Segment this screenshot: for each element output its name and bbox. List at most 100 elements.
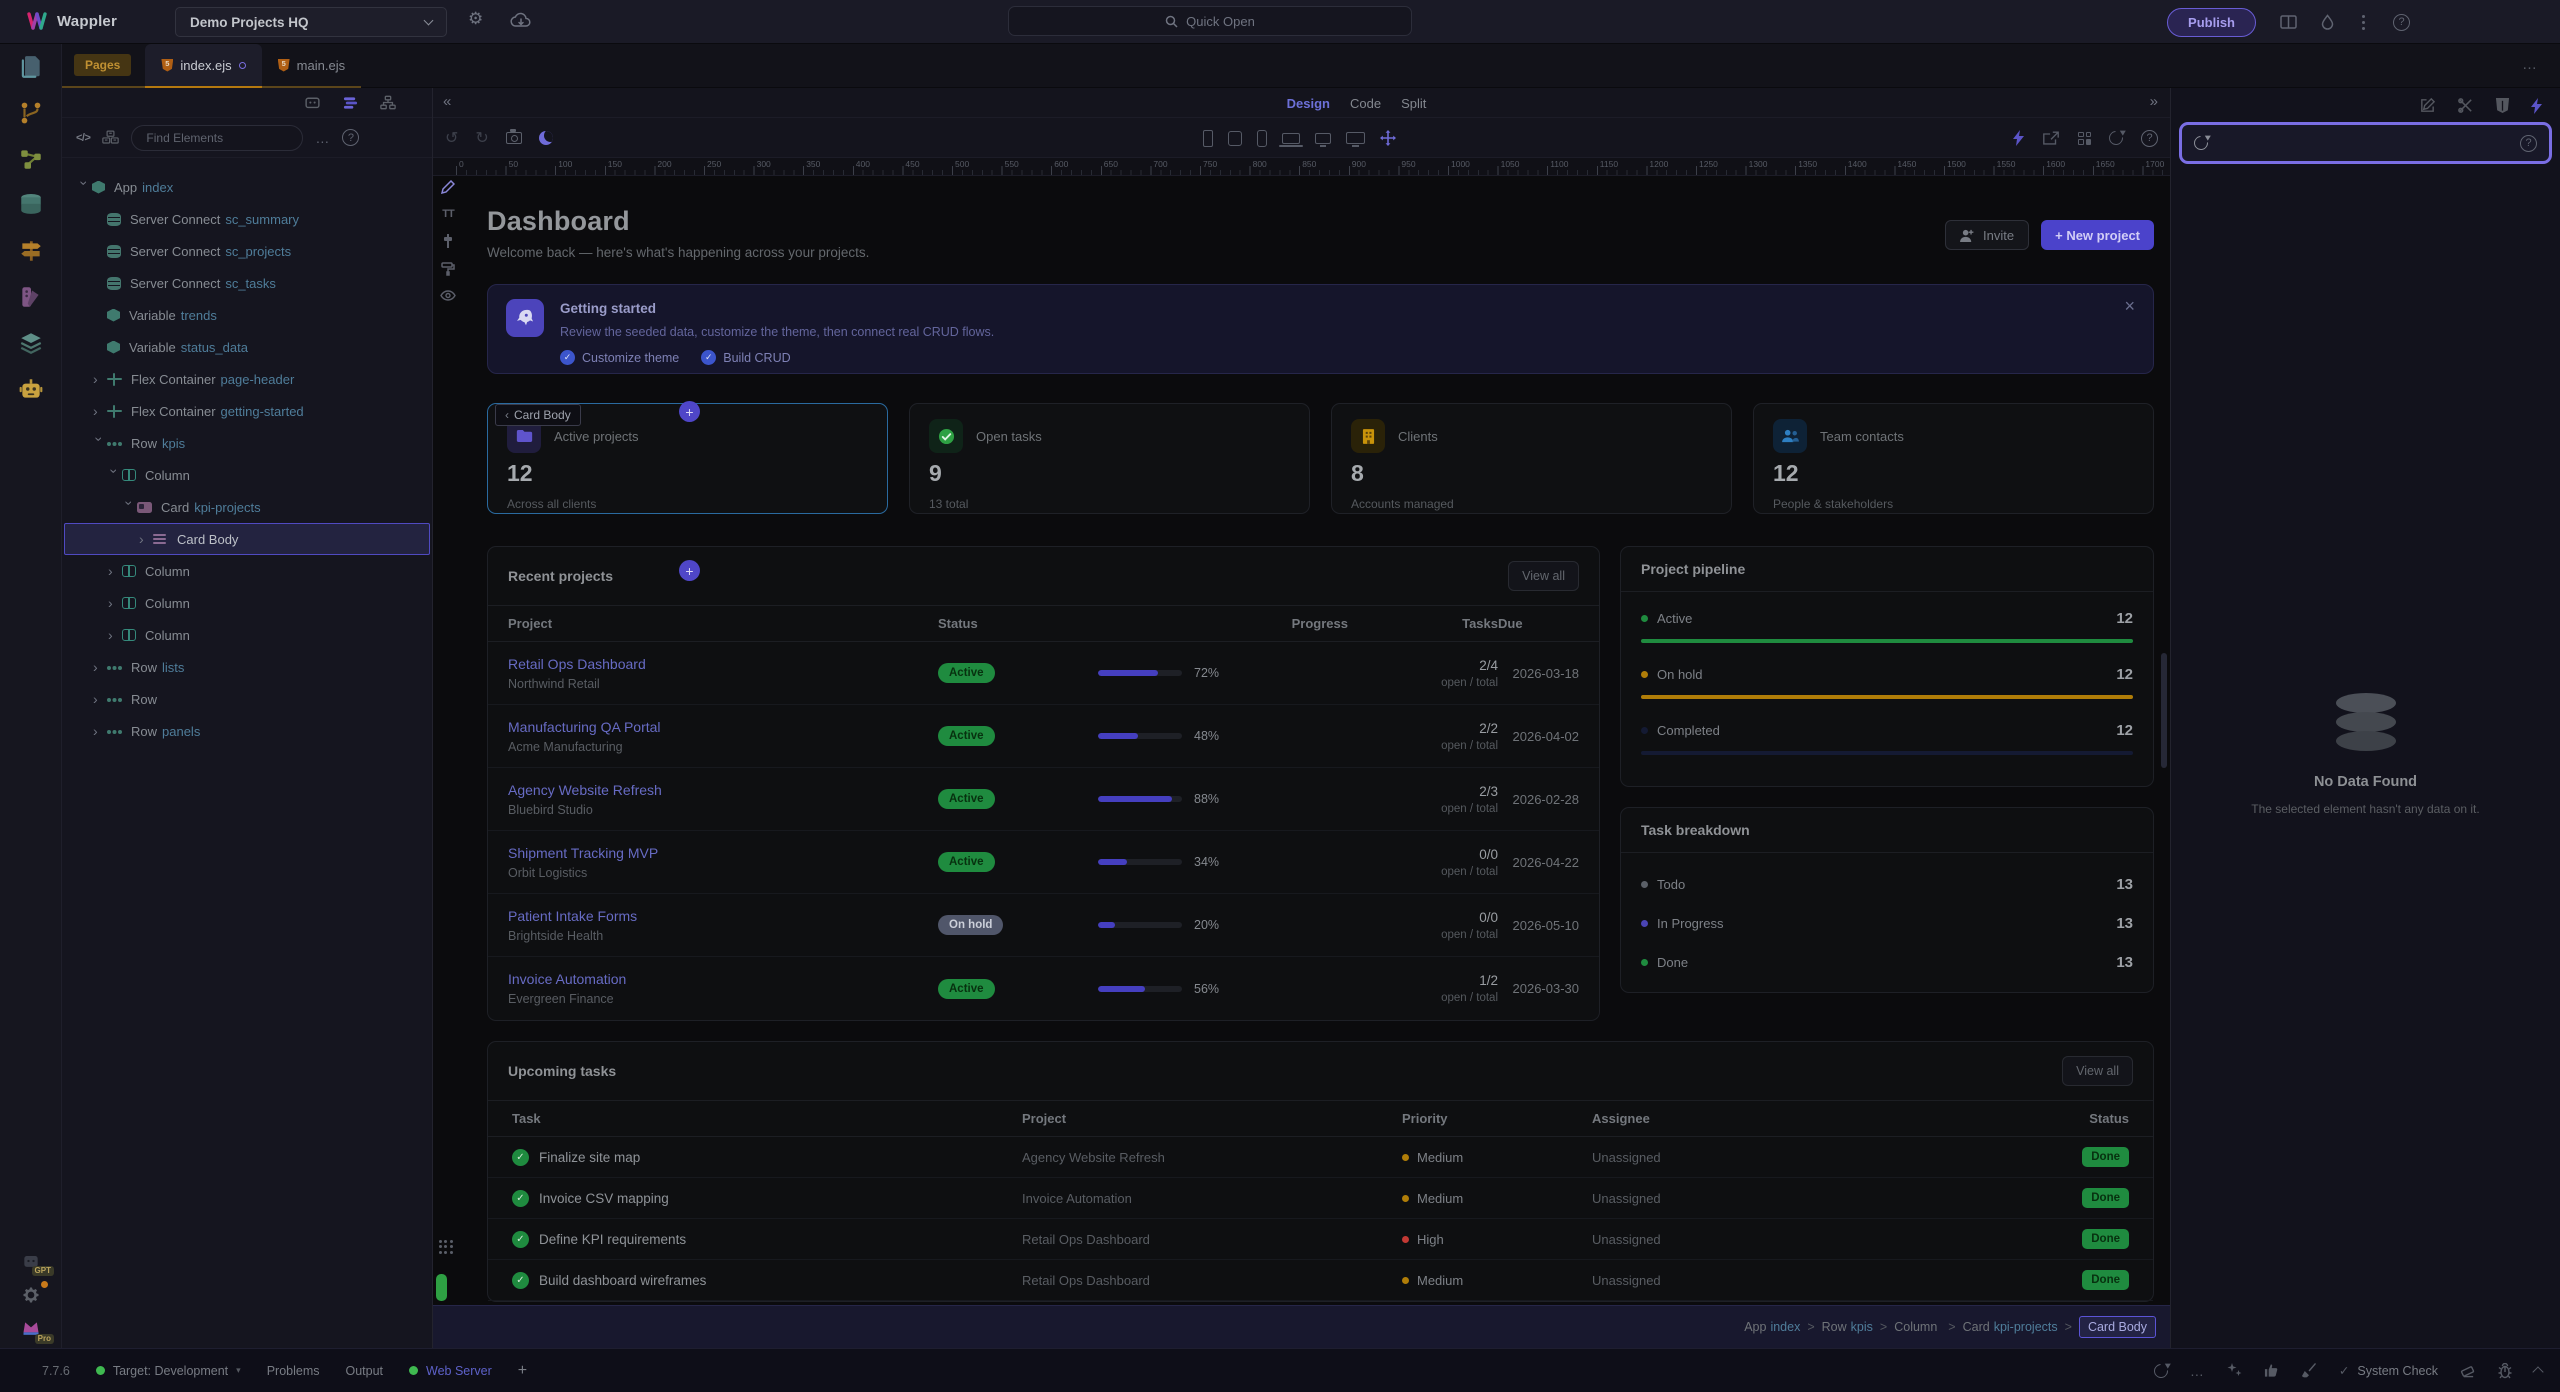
chevron-icon[interactable]: › — [93, 659, 107, 675]
tree-item[interactable]: › Row lists — [62, 651, 432, 683]
tree-item[interactable]: › Column — [62, 587, 432, 619]
refresh-canvas-icon[interactable] — [2106, 128, 2126, 148]
refresh-data-icon[interactable] — [2191, 133, 2211, 153]
device-desktop-icon[interactable] — [1315, 133, 1331, 144]
tree-item[interactable]: › Column — [62, 459, 432, 491]
breadcrumb-item[interactable]: Row kpis > — [1822, 1320, 1895, 1334]
cloud-sync-icon[interactable] — [510, 12, 532, 30]
sync-icon[interactable] — [2151, 1361, 2171, 1381]
tree-item[interactable]: › Server Connect sc_tasks — [62, 267, 432, 299]
settings-gear-icon[interactable]: ⚙ — [468, 9, 483, 29]
cleanup-broom-icon[interactable] — [2301, 1363, 2317, 1378]
edit-properties-icon[interactable] — [2419, 97, 2436, 114]
gpt-assistant-icon[interactable]: GPT — [16, 1248, 46, 1274]
split-view-icon[interactable] — [2280, 15, 2297, 29]
device-phablet-icon[interactable] — [1257, 130, 1267, 147]
tree-item[interactable]: › Server Connect sc_projects — [62, 235, 432, 267]
help-icon[interactable]: ? — [2393, 14, 2410, 31]
css-styles-icon[interactable] — [2495, 97, 2510, 114]
pages-panel-icon[interactable] — [0, 44, 62, 90]
add-panel-icon[interactable]: + — [518, 1362, 527, 1380]
device-widescreen-icon[interactable] — [1346, 132, 1365, 144]
spacing-slider-icon[interactable] — [447, 234, 449, 248]
project-link[interactable]: Shipment Tracking MVP — [508, 845, 658, 861]
invite-button[interactable]: Invite — [1945, 220, 2029, 250]
typography-icon[interactable]: TT — [442, 208, 453, 220]
ai-view-icon[interactable] — [304, 95, 321, 110]
tree-item[interactable]: › Flex Container getting-started — [62, 395, 432, 427]
sparkles-icon[interactable] — [2227, 1363, 2242, 1378]
canvas-scrollbar[interactable] — [2161, 653, 2167, 768]
design-help-icon[interactable]: ? — [2141, 130, 2158, 147]
dark-mode-moon-icon[interactable] — [539, 131, 553, 145]
screenshot-camera-icon[interactable] — [506, 132, 522, 144]
collapse-left-icon[interactable]: « — [443, 93, 451, 110]
problems-button[interactable]: Problems — [267, 1364, 320, 1378]
breadcrumb-item[interactable]: App index > — [1744, 1320, 1821, 1334]
edit-pencil-icon[interactable] — [441, 180, 455, 194]
tab-index-ejs[interactable]: 5 index.ejs — [145, 44, 261, 88]
tree-item[interactable]: › Flex Container page-header — [62, 363, 432, 395]
system-check-button[interactable]: ✓ System Check — [2339, 1363, 2438, 1378]
paint-roller-icon[interactable] — [441, 262, 455, 276]
table-row[interactable]: Invoice CSV mapping Invoice Automation M… — [488, 1178, 2153, 1219]
code-view-icon[interactable]: </> — [76, 132, 90, 144]
new-project-button[interactable]: + New project — [2041, 220, 2154, 250]
tree-item[interactable]: › Card kpi-projects — [62, 491, 432, 523]
blocks-icon[interactable] — [102, 130, 119, 145]
ai-assistant-robot-icon[interactable] — [0, 366, 62, 412]
tools-icon[interactable] — [2457, 97, 2474, 114]
chevron-icon[interactable]: › — [108, 563, 122, 579]
chevron-icon[interactable]: › — [93, 403, 107, 419]
breadcrumb-current[interactable]: Card Body — [2079, 1316, 2156, 1338]
tab-main-ejs[interactable]: 5 main.ejs — [262, 43, 361, 87]
view-all-button[interactable]: View all — [2062, 1056, 2133, 1086]
list-view-icon[interactable] — [343, 96, 358, 110]
insert-before-button[interactable]: + — [679, 401, 700, 422]
thumbs-up-icon[interactable] — [2264, 1363, 2279, 1378]
table-row[interactable]: Invoice Automation Evergreen Finance Act… — [488, 957, 1599, 1020]
tree-item[interactable]: › Column — [62, 555, 432, 587]
chevron-icon[interactable]: › — [106, 469, 122, 483]
project-selector[interactable]: Demo Projects HQ — [175, 7, 447, 37]
table-row[interactable]: Retail Ops Dashboard Northwind Retail Ac… — [488, 642, 1599, 705]
view-all-button[interactable]: View all — [1508, 561, 1579, 591]
breadcrumb-item[interactable]: Column > — [1894, 1320, 1962, 1334]
layers-panel-icon[interactable] — [0, 320, 62, 366]
bug-icon[interactable] — [2498, 1363, 2512, 1379]
table-row[interactable]: Define KPI requirements Retail Ops Dashb… — [488, 1219, 2153, 1260]
tab-code[interactable]: Code — [1350, 96, 1381, 111]
grid-handle-icon[interactable] — [439, 1240, 453, 1254]
selection-tag[interactable]: ‹ Card Body — [495, 404, 581, 426]
git-panel-icon[interactable] — [0, 90, 62, 136]
target-selector[interactable]: Target: Development ▾ — [96, 1364, 241, 1378]
chevron-icon[interactable]: › — [121, 501, 137, 515]
more-options-icon[interactable] — [2362, 21, 2365, 24]
kpi-card-open-tasks[interactable]: Open tasks 9 13 total — [909, 403, 1310, 514]
chevron-icon[interactable]: › — [108, 627, 122, 643]
dynamic-events-icon[interactable] — [2531, 98, 2542, 114]
chevron-icon[interactable]: › — [93, 371, 107, 387]
pages-pill-button[interactable]: Pages — [74, 54, 131, 76]
chevron-icon[interactable]: › — [93, 723, 107, 739]
chevron-icon[interactable]: › — [91, 437, 107, 451]
project-link[interactable]: Invoice Automation — [508, 971, 626, 987]
undo-icon[interactable]: ↺ — [445, 128, 458, 148]
routes-signpost-icon[interactable] — [0, 228, 62, 274]
panel-more-icon[interactable]: … — [2522, 56, 2538, 73]
tree-view-icon[interactable] — [380, 95, 396, 110]
output-button[interactable]: Output — [345, 1364, 383, 1378]
tab-design[interactable]: Design — [1287, 96, 1330, 111]
web-server-status[interactable]: Web Server — [409, 1364, 492, 1378]
tree-item[interactable]: › Row kpis — [62, 427, 432, 459]
table-row[interactable]: Agency Website Refresh Bluebird Studio A… — [488, 768, 1599, 831]
components-grid-icon[interactable] — [2078, 132, 2091, 145]
theme-droplet-icon[interactable] — [2321, 14, 2334, 30]
tree-item[interactable]: › Card Body — [64, 523, 430, 555]
expand-right-icon[interactable]: » — [2150, 93, 2158, 110]
table-row[interactable]: Finalize site map Agency Website Refresh… — [488, 1137, 2153, 1178]
chevron-icon[interactable]: › — [76, 181, 92, 195]
tree-item[interactable]: › Variable trends — [62, 299, 432, 331]
table-row[interactable]: Build dashboard wireframes Retail Ops Da… — [488, 1260, 2153, 1301]
visibility-eye-icon[interactable] — [440, 290, 456, 301]
